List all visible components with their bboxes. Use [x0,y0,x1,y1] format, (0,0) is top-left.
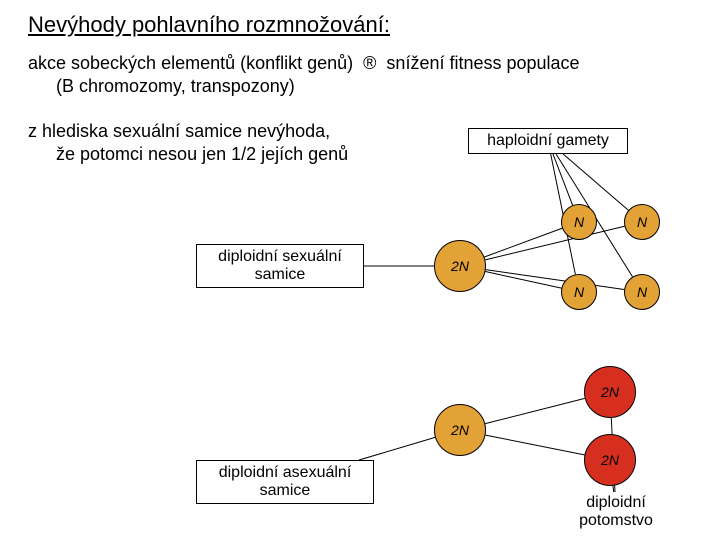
para1-line2: (B chromozomy, transpozony) [28,76,295,96]
node-n-2: N [624,204,660,240]
node-n-1: N [561,204,597,240]
label-diploid-asexual: diploidní asexuální samice [196,460,374,504]
node-2n-offspring-2: 2N [584,434,636,486]
node-2n-asexual: 2N [434,404,486,456]
label-diploid-sexual: diploidní sexuální samice [196,244,364,288]
label-haploid-gametes-text: haploidní gamety [487,132,609,150]
label-haploid-gametes: haploidní gamety [468,128,628,154]
node-n-3: N [561,274,597,310]
para2-line2: že potomci nesou jen 1/2 jejích genů [28,144,348,164]
slide-title: Nevýhody pohlavního rozmnožování: [28,12,390,38]
node-n-4: N [624,274,660,310]
paragraph-2: z hlediska sexuální samice nevýhoda, že … [28,120,348,165]
label-diploid-offspring-text: diploidní potomstvo [579,494,653,531]
node-2n-offspring-1: 2N [584,366,636,418]
node-2n-sexual: 2N [434,240,486,292]
slide: Nevýhody pohlavního rozmnožování: akce s… [0,0,720,540]
label-diploid-offspring: diploidní potomstvo [556,492,676,532]
para1-line1: akce sobeckých elementů (konflikt genů) … [28,53,580,73]
label-diploid-asexual-text: diploidní asexuální samice [219,464,352,501]
para2-line1: z hlediska sexuální samice nevýhoda, [28,121,330,141]
label-diploid-sexual-text: diploidní sexuální samice [218,248,342,285]
paragraph-1: akce sobeckých elementů (konflikt genů) … [28,52,580,97]
